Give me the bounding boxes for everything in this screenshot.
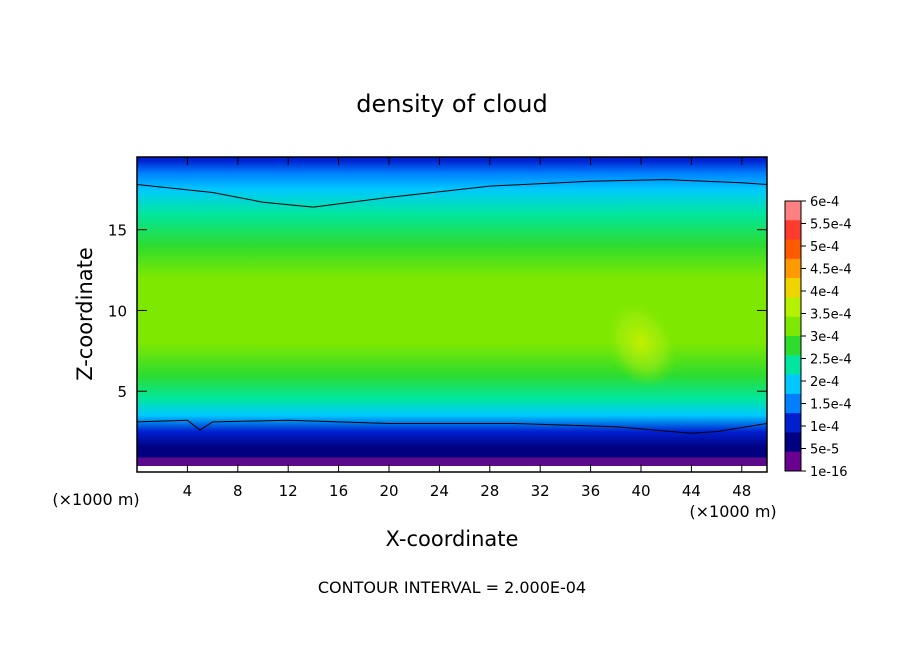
x-tick-label: 44 [682,482,701,500]
contour-interval-note: CONTOUR INTERVAL = 2.000E-04 [318,578,586,597]
colorbar-swatch [785,201,801,221]
colorbar-swatch [785,278,801,298]
colorbar-label: 5.5e-4 [810,218,852,233]
colorbar-label: 2.5e-4 [810,353,852,368]
colorbar-label: 1e-4 [810,420,839,435]
colorbar-label: 1e-16 [810,465,848,480]
x-tick-label: 36 [581,482,600,500]
y-axis-ticks: 5 10 15 [108,222,767,401]
x-tick-label: 48 [732,482,751,500]
colorbar-swatch [785,355,801,376]
contour-line-0 [137,179,767,208]
colorbar-swatch [785,432,801,453]
colorbar-label: 2e-4 [810,375,839,390]
x-axis-ticks: 4 8 12 16 20 24 28 32 36 40 44 48 [183,157,751,500]
colorbar-swatch [785,220,801,241]
x-tick-label: 32 [531,482,550,500]
density-field [137,157,767,472]
x-tick-label: 28 [480,482,499,500]
x-unit-right: (×1000 m) [689,502,776,521]
x-tick-label: 8 [233,482,243,500]
y-tick-label: 5 [117,383,127,401]
y-tick-label: 15 [108,222,127,240]
colorbar-label: 1.5e-4 [810,398,852,413]
x-tick-label: 24 [430,482,449,500]
chart-title: density of cloud [356,90,547,118]
x-tick-label: 20 [379,482,398,500]
colorbar-swatch [785,413,801,433]
colorbar-swatch [785,258,801,279]
near-surface-band [137,457,767,472]
colorbar-swatch [785,451,801,472]
colorbar-label: 5e-5 [810,443,839,458]
plot-area [137,157,767,472]
x-tick-label: 16 [329,482,348,500]
local-maximum [604,298,678,387]
colorbar-swatch [785,336,801,356]
colorbar-swatch [785,239,801,260]
colorbar-label: 6e-4 [810,195,839,210]
x-tick-label: 12 [279,482,298,500]
colorbar-label: 5e-4 [810,240,839,255]
colorbar-label: 4e-4 [810,285,839,300]
x-unit-left: (×1000 m) [52,490,139,509]
contour-line-1 [137,419,767,434]
x-tick-label: 40 [631,482,650,500]
colorbar-swatch [785,297,801,318]
colorbar-swatch [785,374,801,395]
colorbar-label: 4.5e-4 [810,263,852,278]
contour-lines [137,179,767,434]
colorbar-swatch [785,393,801,414]
surface-gap [137,466,767,472]
y-axis-label: Z-coordinate [73,247,97,381]
colorbar-label: 3e-4 [810,330,839,345]
colorbar-label: 3.5e-4 [810,308,852,323]
colorbar: 6e-4 5.5e-4 5e-4 4.5e-4 4e-4 3.5e-4 3e-4 2.5e-4… [784,195,852,480]
y-tick-label: 10 [108,302,127,320]
x-tick-label: 4 [183,482,193,500]
colorbar-swatch [785,316,801,337]
plot-frame [136,156,768,473]
x-axis-label: X-coordinate [386,527,519,551]
